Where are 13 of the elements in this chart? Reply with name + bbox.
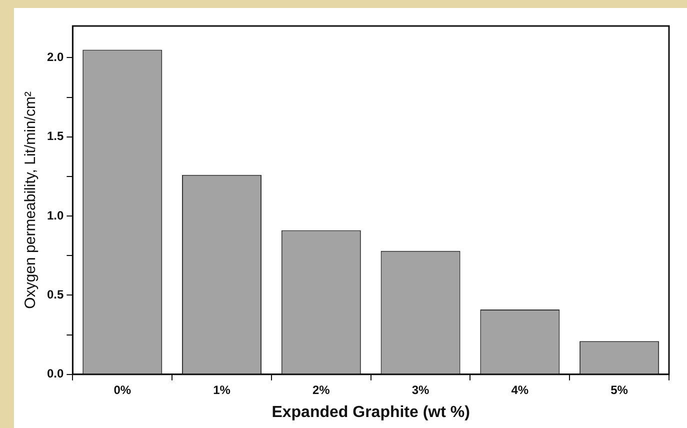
x-tick-label: 5% [610, 382, 628, 397]
x-tick-label: 3% [412, 382, 430, 397]
x-axis-title: Expanded Graphite (wt %) [272, 404, 470, 421]
x-tick-label: 2% [312, 382, 330, 397]
y-tick-label: 1.0 [46, 208, 64, 222]
x-tick-label: 0% [114, 382, 132, 397]
x-tick-label: 1% [213, 382, 231, 397]
x-tick-label: 4% [511, 382, 529, 397]
y-axis-title: Oxygen permeability, Lit/min/cm² [22, 92, 40, 309]
y-tick-label: 1.5 [46, 129, 64, 144]
y-tick-label: 2.0 [46, 50, 64, 64]
y-tick-label: 0.5 [46, 288, 64, 302]
y-tick-label: 0.0 [46, 366, 64, 381]
